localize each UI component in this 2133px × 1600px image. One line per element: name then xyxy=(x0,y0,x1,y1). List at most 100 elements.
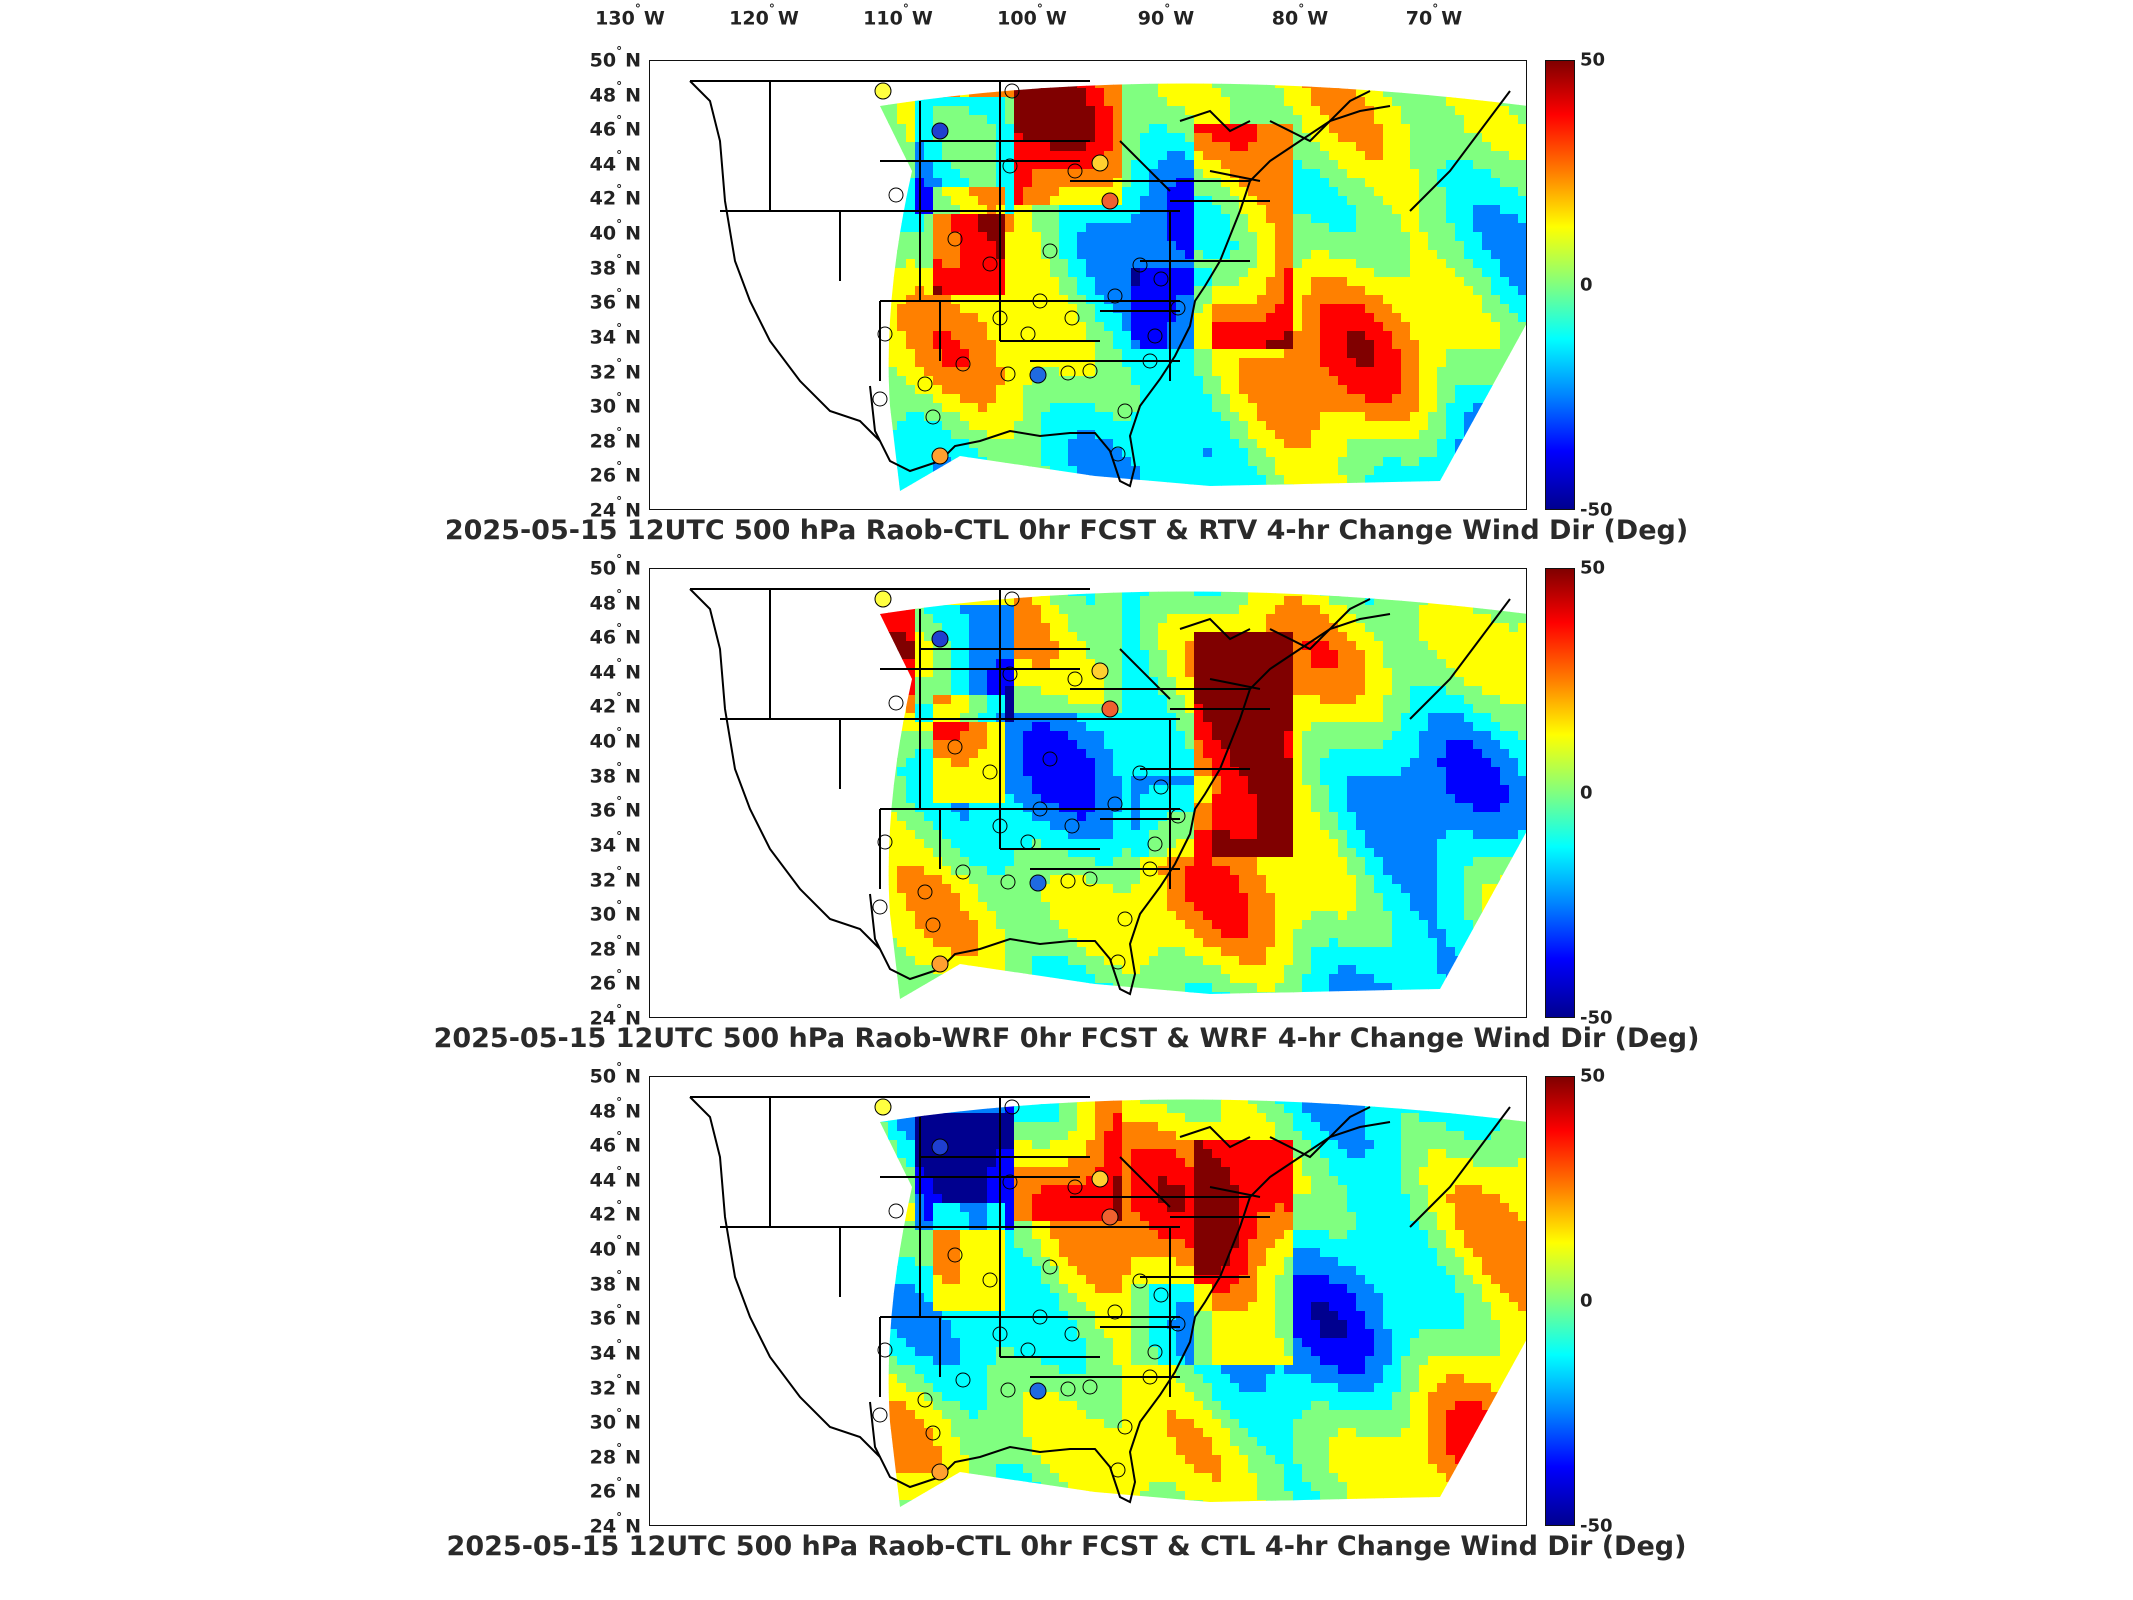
station-marker xyxy=(888,1203,904,1219)
raob-stations xyxy=(872,590,1186,973)
lat-label: 26° N xyxy=(589,1475,641,1504)
map-panel-1: 50° N 48° N 46° N 44° N 42° N 40° N 38° N 36° N 34° N 32° N… xyxy=(0,44,2133,570)
raob-stations xyxy=(872,82,1186,465)
station-marker xyxy=(1000,1382,1016,1398)
station-marker xyxy=(982,1272,998,1288)
lon-label: 70° W xyxy=(1405,2,1463,30)
station-marker xyxy=(917,884,933,900)
station-marker xyxy=(925,1425,941,1441)
latitude-axis: 50° N 48° N 46° N 44° N 42° N 40° N 38° N 36° N 34° N 32° N… xyxy=(560,1060,645,1537)
station-marker xyxy=(1107,796,1123,812)
lat-label: 40° N xyxy=(589,1233,641,1261)
station-marker xyxy=(1107,288,1123,304)
station-marker xyxy=(931,447,949,465)
lat-label: 44° N xyxy=(589,1164,641,1192)
lat-label: 32° N xyxy=(589,1371,641,1400)
station-marker xyxy=(1029,1382,1047,1400)
station-marker xyxy=(1004,591,1020,607)
station-marker xyxy=(1004,83,1020,99)
map-panel-2: 50° N 48° N 46° N 44° N 42° N 40° N 38° N 36° N 34° N 32° N… xyxy=(0,552,2133,1078)
lat-label: 36° N xyxy=(589,286,641,314)
lat-label: 30° N xyxy=(589,898,641,926)
panel-title: 2025-05-15 12UTC 500 hPa Raob-CTL 0hr FC… xyxy=(444,515,1689,546)
station-marker xyxy=(877,326,893,342)
station-marker xyxy=(874,82,892,100)
station-marker xyxy=(877,834,893,850)
station-marker xyxy=(1101,1208,1119,1226)
station-marker xyxy=(1110,1462,1126,1478)
station-marker xyxy=(1091,662,1109,680)
station-marker xyxy=(888,187,904,203)
colorbar-max-label: 50 xyxy=(1580,49,1606,71)
lat-label: 30° N xyxy=(589,390,641,418)
station-marker xyxy=(1032,1309,1048,1325)
raob-stations xyxy=(872,1098,1186,1481)
station-marker xyxy=(1147,1344,1163,1360)
map-frame xyxy=(649,568,1527,1018)
station-marker xyxy=(1002,666,1018,682)
lat-label: 50° N xyxy=(589,552,641,580)
station-marker xyxy=(1004,1099,1020,1115)
lat-label: 24° N xyxy=(589,494,641,522)
station-marker xyxy=(1002,158,1018,174)
station-marker xyxy=(1002,1174,1018,1190)
station-marker xyxy=(1091,154,1109,172)
lat-label: 46° N xyxy=(589,621,641,649)
station-marker xyxy=(1029,874,1047,892)
station-marker xyxy=(931,1463,949,1481)
coastline-boundaries xyxy=(689,588,1511,996)
station-marker xyxy=(992,818,1008,834)
station-marker xyxy=(955,1372,971,1388)
station-marker xyxy=(1000,366,1016,382)
colorbar-max-label: 50 xyxy=(1580,557,1606,579)
lat-label: 34° N xyxy=(589,321,641,349)
lat-label: 28° N xyxy=(589,933,641,961)
station-marker xyxy=(947,739,963,755)
lat-label: 44° N xyxy=(589,148,641,176)
lon-label: 110° W xyxy=(863,2,933,30)
station-marker xyxy=(1042,751,1058,767)
station-marker xyxy=(1064,818,1080,834)
station-marker xyxy=(1020,326,1036,342)
station-marker xyxy=(1091,1170,1109,1188)
station-marker xyxy=(1029,366,1047,384)
station-marker xyxy=(874,1098,892,1116)
station-marker xyxy=(1032,293,1048,309)
station-marker xyxy=(1147,836,1163,852)
station-marker xyxy=(1142,861,1158,877)
colorbar-min-label: -50 xyxy=(1580,1515,1613,1537)
lat-label: 40° N xyxy=(589,725,641,753)
lat-label: 34° N xyxy=(589,1337,641,1365)
station-marker xyxy=(982,764,998,780)
lat-label: 48° N xyxy=(589,1094,641,1123)
station-marker xyxy=(931,1138,949,1156)
coastline-boundaries xyxy=(689,80,1511,488)
station-marker xyxy=(925,409,941,425)
station-marker xyxy=(1082,363,1098,379)
station-marker xyxy=(1067,1179,1083,1195)
station-marker xyxy=(1000,874,1016,890)
station-marker xyxy=(877,1342,893,1358)
station-marker xyxy=(1060,1381,1076,1397)
station-marker xyxy=(1170,1316,1186,1332)
station-marker xyxy=(1142,1369,1158,1385)
longitude-axis: 130° W 120° W 110° W 100° W 90° W 80° W 70° W xyxy=(0,0,2133,40)
lat-label: 24° N xyxy=(589,1510,641,1538)
station-marker xyxy=(931,955,949,973)
lat-label: 50° N xyxy=(589,1060,641,1088)
lat-label: 28° N xyxy=(589,1441,641,1469)
colorbar-max-label: 50 xyxy=(1580,1065,1606,1087)
map-panel-3: 50° N 48° N 46° N 44° N 42° N 40° N 38° N 36° N 34° N 32° N… xyxy=(0,1060,2133,1586)
station-marker xyxy=(955,356,971,372)
lat-label: 42° N xyxy=(589,182,641,211)
latitude-axis: 50° N 48° N 46° N 44° N 42° N 40° N 38° N 36° N 34° N 32° N… xyxy=(560,552,645,1029)
lat-label: 50° N xyxy=(589,44,641,72)
lon-label: 80° W xyxy=(1271,2,1329,30)
lat-label: 46° N xyxy=(589,1129,641,1157)
station-marker xyxy=(1082,1379,1098,1395)
station-marker xyxy=(1117,911,1133,927)
station-marker xyxy=(1060,365,1076,381)
station-marker xyxy=(1117,403,1133,419)
station-marker xyxy=(874,590,892,608)
lat-label: 26° N xyxy=(589,459,641,488)
